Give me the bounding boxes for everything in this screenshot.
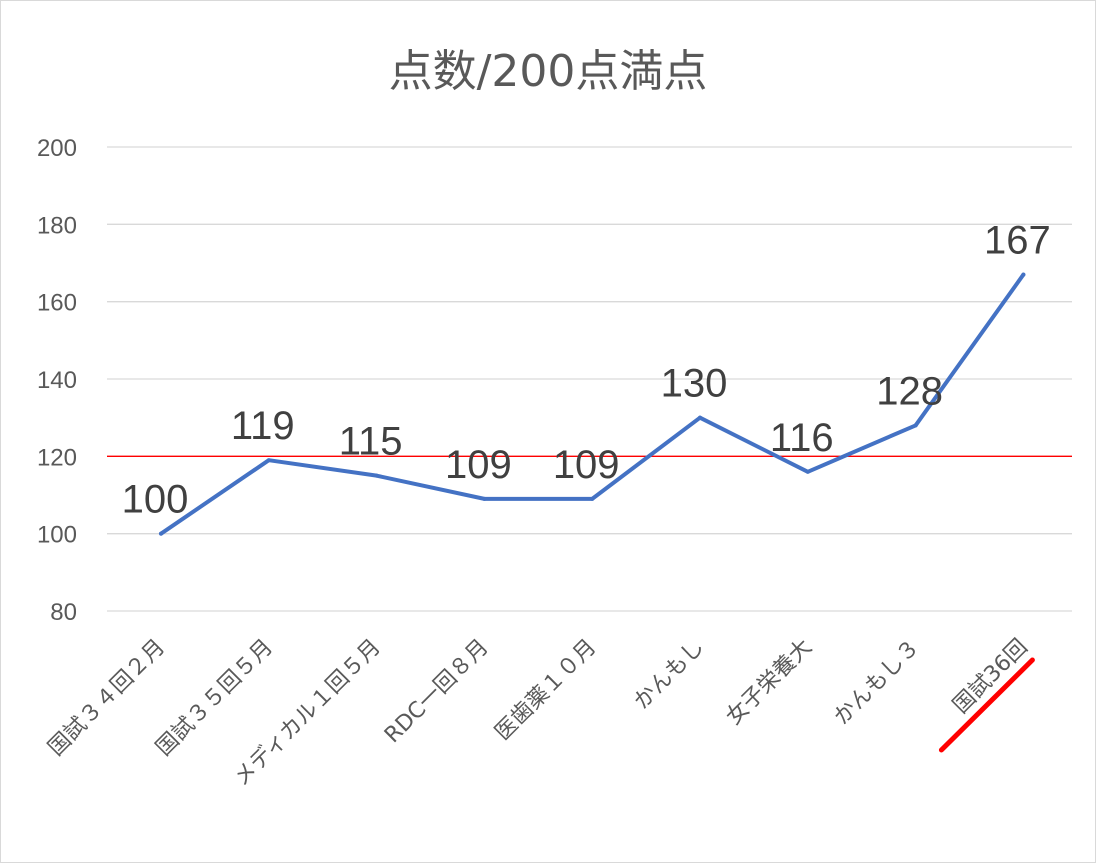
data-point-8 [913, 423, 918, 428]
y-tick-label-140: 140 [37, 367, 77, 394]
data-point-5 [590, 496, 595, 501]
data-point-2 [266, 458, 271, 463]
data-label-1: 100 [122, 478, 189, 522]
x-tick-label-6: かんもし [629, 635, 709, 715]
x-tick-label-8: かんもし３ [829, 635, 924, 730]
data-label-5: 109 [553, 443, 620, 487]
x-tick-label-7: 女子栄養大 [722, 635, 817, 730]
data-point-6 [698, 415, 702, 420]
y-tick-label-180: 180 [37, 212, 77, 239]
series-group [159, 272, 1026, 536]
y-tick-label-160: 160 [37, 290, 77, 317]
data-label-4: 109 [445, 443, 512, 487]
y-tick-label-80: 80 [50, 599, 77, 626]
chart-title: 点数/200点満点 [389, 46, 708, 97]
highlight-group [938, 657, 1035, 753]
data-label-8: 128 [876, 369, 943, 413]
data-label-6: 130 [661, 362, 728, 406]
x-tick-label-5: 医歯薬１０月 [490, 635, 601, 746]
data-point-3 [374, 473, 379, 478]
data-label-3: 115 [339, 420, 403, 464]
x-tick-label-9: 国試36回 [948, 635, 1032, 719]
data-label-7: 116 [770, 416, 834, 460]
data-point-1 [159, 531, 163, 536]
highlight-underline [938, 657, 1035, 753]
y-tick-label-200: 200 [37, 135, 77, 162]
x-tick-label-1: 国試３４回２月 [44, 635, 171, 762]
y-axis-ticks: 80 100 120 140 160 180 200 [37, 135, 77, 626]
x-tick-label-4: RDC一回８月 [380, 635, 494, 749]
data-label-2: 119 [231, 404, 295, 448]
gridlines [107, 146, 1072, 612]
data-point-7 [805, 469, 810, 474]
data-point-4 [482, 496, 487, 501]
x-tick-label-2: 国試３５回５月 [151, 635, 278, 762]
y-tick-label-100: 100 [37, 522, 77, 549]
data-point-9 [1021, 272, 1026, 277]
data-labels: 100 119 115 109 109 130 116 128 167 [122, 219, 1051, 522]
data-label-9: 167 [984, 219, 1051, 263]
y-tick-label-120: 120 [37, 444, 77, 471]
